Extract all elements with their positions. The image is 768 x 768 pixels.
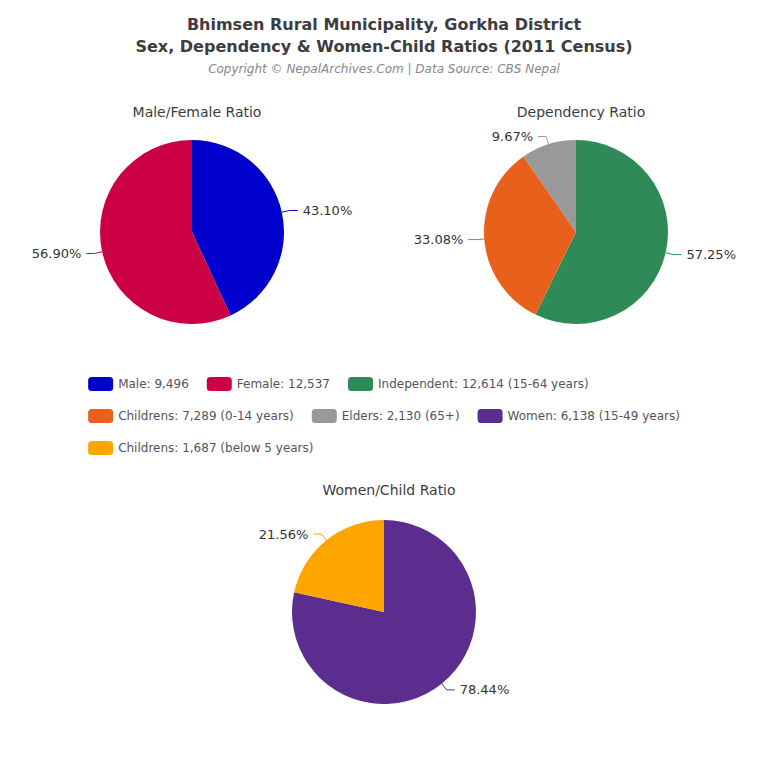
svg-text:Women: 6,138 (15-49 years): Women: 6,138 (15-49 years) [508, 409, 680, 423]
svg-text:Male/Female Ratio: Male/Female Ratio [133, 104, 262, 120]
svg-text:Sex, Dependency & Women-Child: Sex, Dependency & Women-Child Ratios (20… [135, 37, 632, 56]
svg-text:78.44%: 78.44% [460, 682, 510, 697]
svg-text:Elders: 2,130 (65+): Elders: 2,130 (65+) [342, 409, 460, 423]
svg-text:57.25%: 57.25% [686, 247, 736, 262]
svg-text:Women/Child Ratio: Women/Child Ratio [322, 482, 455, 498]
svg-text:Independent: 12,614 (15-64 yea: Independent: 12,614 (15-64 years) [378, 377, 589, 391]
svg-text:Male: 9,496: Male: 9,496 [118, 377, 189, 391]
svg-text:Dependency Ratio: Dependency Ratio [517, 104, 646, 120]
svg-text:9.67%: 9.67% [492, 129, 533, 144]
svg-text:Copyright © NepalArchives.Com: Copyright © NepalArchives.Com | Data Sou… [208, 62, 560, 76]
svg-text:56.90%: 56.90% [32, 246, 82, 261]
svg-text:33.08%: 33.08% [414, 232, 464, 247]
svg-text:Bhimsen Rural Municipality, Go: Bhimsen Rural Municipality, Gorkha Distr… [187, 15, 582, 34]
svg-text:21.56%: 21.56% [259, 527, 309, 542]
svg-text:Childrens: 1,687 (below 5 year: Childrens: 1,687 (below 5 years) [118, 441, 313, 455]
svg-text:Childrens: 7,289 (0-14 years): Childrens: 7,289 (0-14 years) [118, 409, 294, 423]
svg-text:43.10%: 43.10% [303, 203, 353, 218]
svg-text:Female: 12,537: Female: 12,537 [237, 377, 330, 391]
